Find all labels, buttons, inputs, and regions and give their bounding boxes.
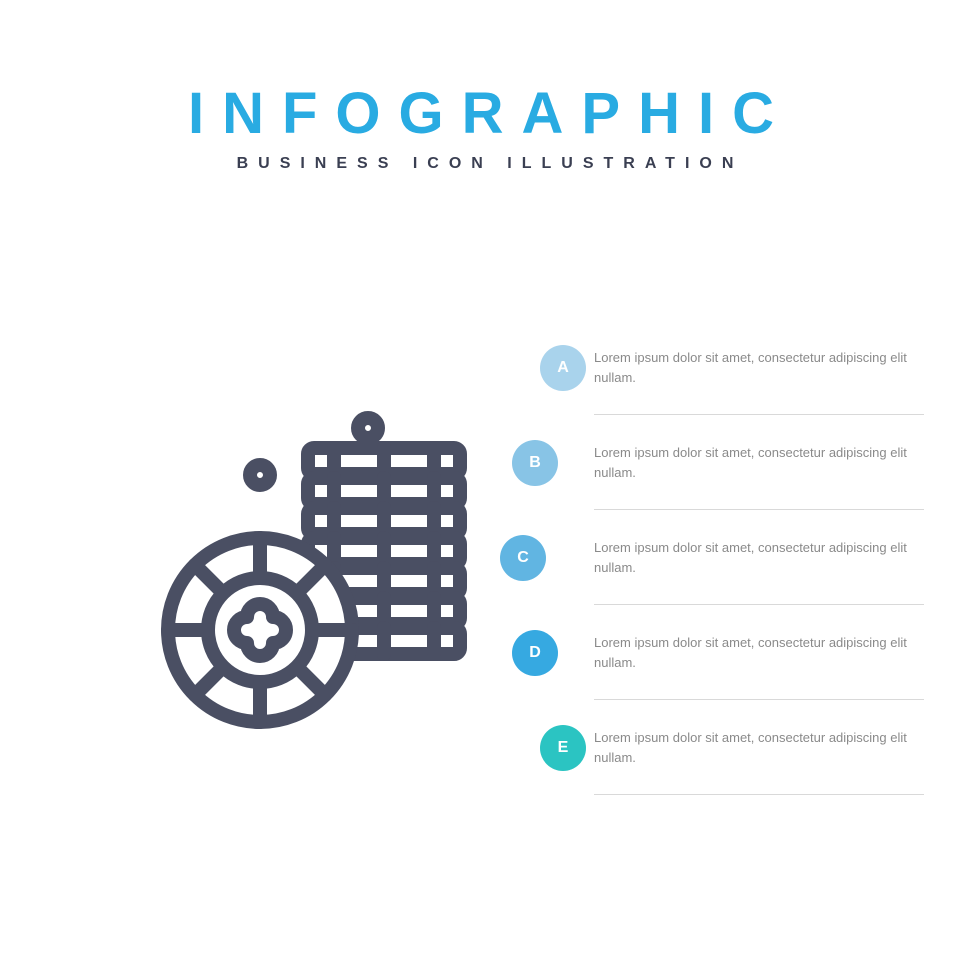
step-marker-a: A — [540, 345, 586, 391]
step-text-e: Lorem ipsum dolor sit amet, consectetur … — [594, 728, 924, 767]
step-marker-c: C — [500, 535, 546, 581]
step-a: A Lorem ipsum dolor sit amet, consectetu… — [500, 320, 930, 415]
step-marker-b: B — [512, 440, 558, 486]
step-marker-e: E — [540, 725, 586, 771]
step-text-b: Lorem ipsum dolor sit amet, consectetur … — [594, 443, 924, 482]
coins-chip-icon — [150, 400, 490, 740]
steps-list: A Lorem ipsum dolor sit amet, consectetu… — [500, 320, 930, 795]
header: INFOGRAPHIC BUSINESS ICON ILLUSTRATION — [0, 0, 980, 173]
step-marker-d: D — [512, 630, 558, 676]
divider — [594, 794, 924, 795]
step-b: B Lorem ipsum dolor sit amet, consectetu… — [500, 415, 930, 510]
step-text-a: Lorem ipsum dolor sit amet, consectetur … — [594, 348, 924, 387]
step-e: E Lorem ipsum dolor sit amet, consectetu… — [500, 700, 930, 795]
step-text-c: Lorem ipsum dolor sit amet, consectetur … — [594, 538, 924, 577]
main-content: A Lorem ipsum dolor sit amet, consectetu… — [0, 340, 980, 900]
page-title: INFOGRAPHIC — [0, 80, 980, 147]
step-text-d: Lorem ipsum dolor sit amet, consectetur … — [594, 633, 924, 672]
step-c: C Lorem ipsum dolor sit amet, consectetu… — [500, 510, 930, 605]
step-d: D Lorem ipsum dolor sit amet, consectetu… — [500, 605, 930, 700]
page-subtitle: BUSINESS ICON ILLUSTRATION — [0, 155, 980, 173]
